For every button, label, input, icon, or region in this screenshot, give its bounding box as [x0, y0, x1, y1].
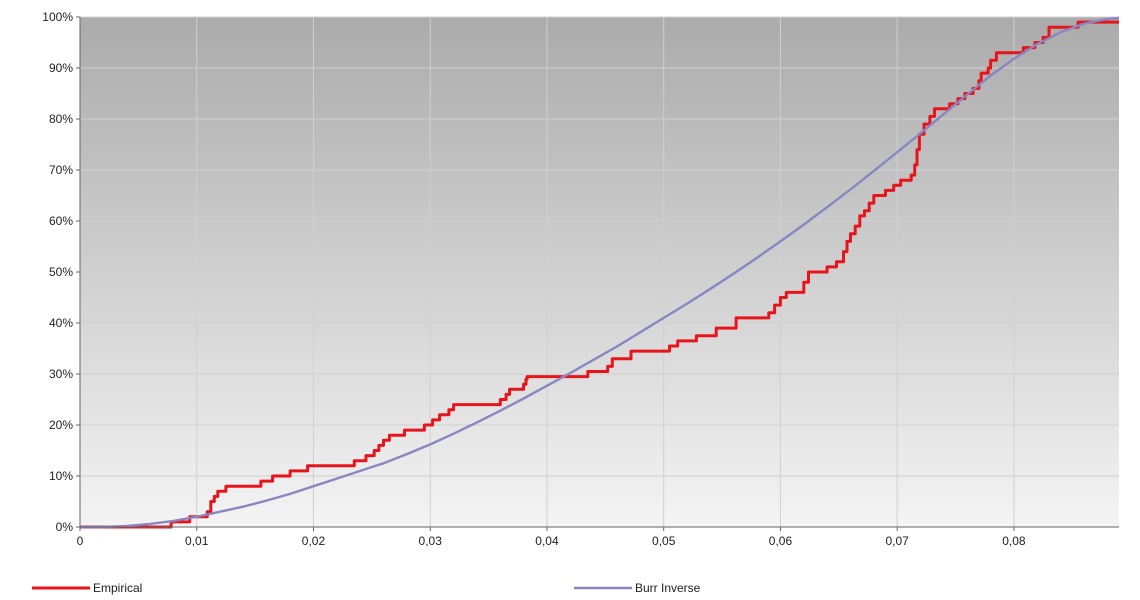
y-tick-label: 30%	[49, 367, 73, 381]
legend: Empirical Burr Inverse	[32, 581, 701, 595]
y-tick-label: 40%	[49, 316, 73, 330]
y-tick-label: 10%	[49, 469, 73, 483]
x-tick-label: 0,06	[769, 534, 793, 548]
x-tick-label: 0,02	[302, 534, 326, 548]
y-tick-label: 60%	[49, 214, 73, 228]
x-tick-labels: 0 0,01 0,02 0,03 0,04 0,05 0,06 0,07 0,08	[77, 527, 1026, 548]
y-tick-label: 80%	[49, 112, 73, 126]
x-tick-label: 0,07	[886, 534, 910, 548]
legend-label-empirical: Empirical	[93, 581, 142, 595]
y-tick-label: 90%	[49, 61, 73, 75]
legend-label-burr-inverse: Burr Inverse	[635, 581, 701, 595]
y-tick-label: 50%	[49, 265, 73, 279]
y-tick-label: 100%	[42, 10, 73, 24]
x-tick-label: 0,04	[535, 534, 559, 548]
y-tick-label: 20%	[49, 418, 73, 432]
grid-lines	[80, 16, 1119, 527]
x-tick-label: 0,01	[185, 534, 209, 548]
x-tick-label: 0,08	[1002, 534, 1026, 548]
y-tick-label: 0%	[56, 520, 74, 534]
x-tick-label: 0,05	[652, 534, 676, 548]
y-tick-labels: 0% 10% 20% 30% 40% 50% 60% 70% 80% 90% 100%	[42, 10, 80, 534]
series-lines	[80, 16, 1120, 529]
x-tick-label: 0	[77, 534, 84, 548]
x-tick-label: 0,03	[419, 534, 443, 548]
y-tick-label: 70%	[49, 163, 73, 177]
series-line-burr-inverse	[80, 16, 1120, 529]
